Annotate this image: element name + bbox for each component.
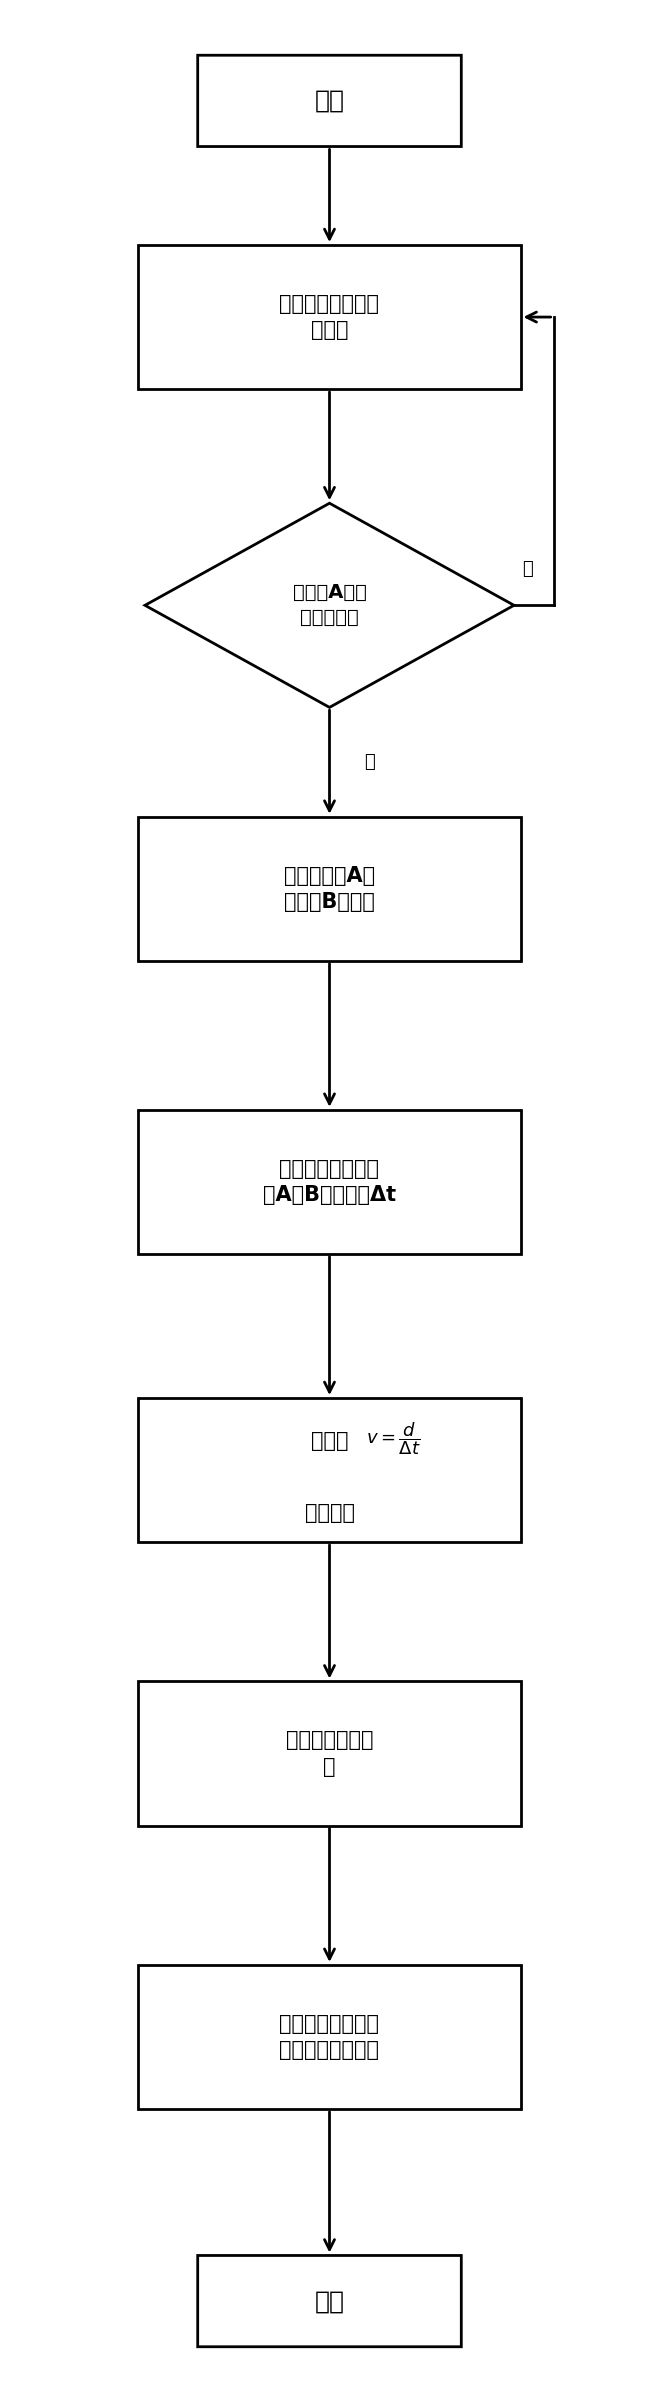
Polygon shape [145, 504, 514, 706]
Bar [138, 245, 521, 389]
Text: 否: 否 [522, 560, 532, 579]
FancyBboxPatch shape [198, 55, 461, 147]
Bar [138, 1965, 521, 2109]
Bar [138, 1681, 521, 1826]
Text: 结束: 结束 [314, 2289, 345, 2313]
Text: 由公式: 由公式 [311, 1432, 348, 1451]
Text: 开始: 开始 [314, 89, 345, 113]
Text: 计算车速: 计算车速 [304, 1504, 355, 1523]
Bar [138, 817, 521, 961]
Text: 将车速上报给基
站: 将车速上报给基 站 [286, 1729, 373, 1777]
Text: 保存传感器A与
传感器B的数据: 保存传感器A与 传感器B的数据 [284, 865, 375, 913]
Text: $v=\dfrac{d}{\Delta t}$: $v=\dfrac{d}{\Delta t}$ [366, 1420, 420, 1458]
Text: 基站将数据上报给
交通数据分析平台: 基站将数据上报给 交通数据分析平台 [279, 2013, 380, 2061]
FancyBboxPatch shape [198, 2255, 461, 2347]
Bar [138, 1110, 521, 1254]
Text: 计算汽车经过传感
器A与B的时间差Δt: 计算汽车经过传感 器A与B的时间差Δt [263, 1158, 396, 1206]
Text: 是: 是 [364, 754, 374, 771]
Bar [138, 1398, 521, 1542]
Text: 传感器A检测
到车辆经过: 传感器A检测 到车辆经过 [293, 584, 366, 627]
Text: 地磁传感器采集车
辆数据: 地磁传感器采集车 辆数据 [279, 293, 380, 341]
